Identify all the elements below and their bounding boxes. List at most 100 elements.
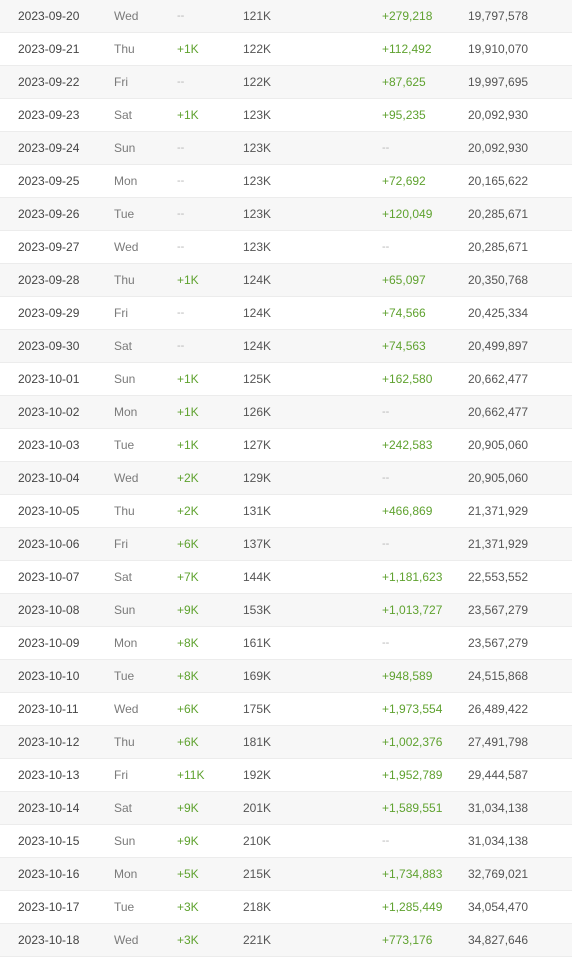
row-subscribers-total: 123K	[243, 108, 272, 122]
row-subscribers-change: +6K	[177, 702, 199, 716]
row-views-change: +87,625	[382, 75, 426, 89]
row-subscribers-change: +1K	[177, 42, 199, 56]
row-views-total: 29,444,587	[468, 768, 529, 782]
row-views-total: 23,567,279	[468, 603, 529, 617]
row-views-change: --	[382, 835, 390, 847]
row-subscribers-change: --	[177, 340, 185, 352]
row-weekday: Thu	[114, 735, 135, 749]
row-date: 2023-10-10	[18, 669, 80, 683]
row-subscribers-change: --	[177, 208, 185, 220]
row-views-total: 20,905,060	[468, 438, 529, 452]
row-date: 2023-10-01	[18, 372, 80, 386]
row-subscribers-change: +2K	[177, 504, 199, 518]
row-weekday: Tue	[114, 669, 135, 683]
row-date: 2023-10-14	[18, 801, 80, 815]
row-views-change: --	[382, 241, 390, 253]
row-views-change: +72,692	[382, 174, 426, 188]
table-row: 2023-09-21 Thu +1K 122K +112,492 19,910,070	[0, 33, 572, 66]
row-subscribers-total: 122K	[243, 75, 272, 89]
row-date: 2023-09-29	[18, 306, 80, 320]
row-subscribers-total: 124K	[243, 339, 272, 353]
row-views-change: --	[382, 142, 390, 154]
row-date: 2023-10-16	[18, 867, 80, 881]
row-views-total: 20,662,477	[468, 405, 529, 419]
row-date: 2023-09-21	[18, 42, 80, 56]
table-row: 2023-09-20 Wed -- 121K +279,218 19,797,578	[0, 0, 572, 33]
row-views-change: +112,492	[382, 42, 432, 56]
row-subscribers-total: 123K	[243, 174, 272, 188]
row-views-total: 21,371,929	[468, 504, 529, 518]
row-views-change: +1,973,554	[382, 702, 443, 716]
row-weekday: Wed	[114, 9, 139, 23]
row-views-change: --	[382, 637, 390, 649]
row-subscribers-total: 218K	[243, 900, 272, 914]
row-date: 2023-10-13	[18, 768, 80, 782]
table-row: 2023-09-28 Thu +1K 124K +65,097 20,350,768	[0, 264, 572, 297]
table-row: 2023-10-13 Fri +11K 192K +1,952,789 29,444,58…	[0, 759, 572, 792]
row-subscribers-change: +3K	[177, 933, 199, 947]
row-date: 2023-10-09	[18, 636, 80, 650]
row-weekday: Sun	[114, 372, 136, 386]
row-date: 2023-10-08	[18, 603, 80, 617]
table-row: 2023-10-05 Thu +2K 131K +466,869 21,371,929	[0, 495, 572, 528]
row-views-change: +1,285,449	[382, 900, 443, 914]
row-subscribers-total: 127K	[243, 438, 272, 452]
row-views-total: 20,499,897	[468, 339, 529, 353]
row-weekday: Tue	[114, 900, 135, 914]
row-date: 2023-09-20	[18, 9, 80, 23]
row-weekday: Fri	[114, 75, 128, 89]
row-date: 2023-10-15	[18, 834, 80, 848]
row-date: 2023-10-04	[18, 471, 80, 485]
row-subscribers-change: +1K	[177, 405, 199, 419]
row-views-change: +162,580	[382, 372, 433, 386]
row-views-change: +74,566	[382, 306, 426, 320]
table-row: 2023-09-30 Sat -- 124K +74,563 20,499,897	[0, 330, 572, 363]
row-subscribers-change: +8K	[177, 636, 199, 650]
row-date: 2023-10-02	[18, 405, 80, 419]
row-weekday: Wed	[114, 933, 139, 947]
table-row: 2023-10-17 Tue +3K 218K +1,285,449 34,054,470	[0, 891, 572, 924]
row-views-total: 20,662,477	[468, 372, 529, 386]
row-views-total: 20,285,671	[468, 207, 529, 221]
row-views-change: +74,563	[382, 339, 426, 353]
row-date: 2023-10-05	[18, 504, 80, 518]
row-subscribers-change: +11K	[177, 768, 205, 782]
row-subscribers-total: 221K	[243, 933, 272, 947]
row-views-change: +1,952,789	[382, 768, 443, 782]
row-subscribers-change: +9K	[177, 603, 199, 617]
row-views-change: +1,002,376	[382, 735, 443, 749]
row-date: 2023-10-11	[18, 702, 79, 716]
table-row: 2023-10-11 Wed +6K 175K +1,973,554 26,489,422	[0, 693, 572, 726]
row-views-change: +773,176	[382, 933, 433, 947]
row-weekday: Mon	[114, 636, 138, 650]
row-views-total: 27,491,798	[468, 735, 529, 749]
row-subscribers-total: 210K	[243, 834, 272, 848]
table-row: 2023-10-14 Sat +9K 201K +1,589,551 31,034,138	[0, 792, 572, 825]
row-subscribers-change: +1K	[177, 372, 199, 386]
table-row: 2023-09-29 Fri -- 124K +74,566 20,425,334	[0, 297, 572, 330]
table-row: 2023-10-16 Mon +5K 215K +1,734,883 32,769,021	[0, 858, 572, 891]
row-subscribers-total: 123K	[243, 240, 272, 254]
row-subscribers-total: 126K	[243, 405, 272, 419]
row-subscribers-total: 201K	[243, 801, 272, 815]
row-weekday: Sat	[114, 801, 133, 815]
row-subscribers-change: +9K	[177, 801, 199, 815]
row-views-total: 20,350,768	[468, 273, 529, 287]
row-date: 2023-10-07	[18, 570, 80, 584]
row-views-change: +948,589	[382, 669, 433, 683]
row-subscribers-total: 122K	[243, 42, 272, 56]
row-subscribers-total: 137K	[243, 537, 272, 551]
table-row: 2023-09-26 Tue -- 123K +120,049 20,285,671	[0, 198, 572, 231]
row-subscribers-total: 181K	[243, 735, 272, 749]
row-subscribers-change: +9K	[177, 834, 199, 848]
table-row: 2023-10-03 Tue +1K 127K +242,583 20,905,060	[0, 429, 572, 462]
row-subscribers-change: --	[177, 142, 185, 154]
table-row: 2023-10-09 Mon +8K 161K -- 23,567,279	[0, 627, 572, 660]
row-weekday: Thu	[114, 504, 135, 518]
row-views-total: 20,092,930	[468, 108, 529, 122]
row-subscribers-total: 169K	[243, 669, 272, 683]
row-subscribers-total: 153K	[243, 603, 272, 617]
table-row: 2023-10-06 Fri +6K 137K -- 21,371,929	[0, 528, 572, 561]
row-views-change: +95,235	[382, 108, 426, 122]
row-date: 2023-09-23	[18, 108, 80, 122]
